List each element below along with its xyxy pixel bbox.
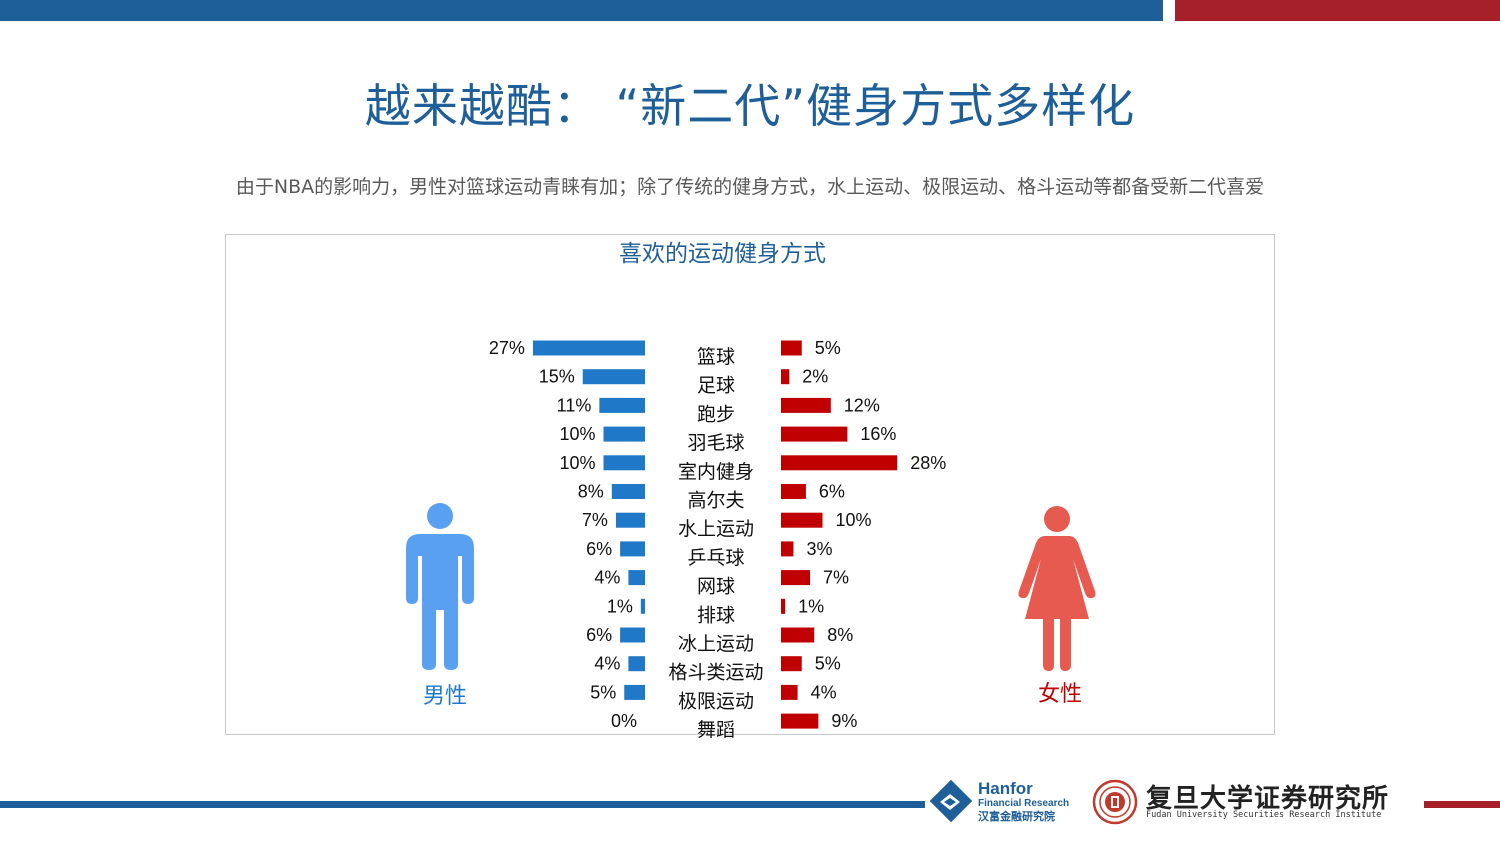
male-bar [611,484,645,499]
female-person-icon [1018,506,1096,671]
male-bar [599,397,645,413]
hanfor-subtitle: Financial Research [978,798,1070,809]
fudan-institute-english-name: Fudan University Securities Research Ins… [1146,810,1382,820]
page-subtitle: 由于NBA的影响力，男性对篮球运动青睐有加；除了传统的健身方式，水上运动、极限运… [235,176,1265,198]
male-person-icon [406,503,474,670]
hanfor-logo-text: Hanfor Financial Research 汉富金融研究院 [978,779,1088,824]
male-value-label: 5% [590,682,616,702]
male-value-label: 6% [586,625,612,645]
chart-frame [225,234,1275,735]
category-label: 室内健身 [678,461,754,483]
category-label: 篮球 [697,346,735,368]
male-value-label: 1% [607,596,633,616]
page-title: 越来越酷： “新二代”健身方式多样化 [364,79,1136,133]
legend-male: 男性 [422,684,467,709]
male-value-label: 15% [539,367,575,387]
female-value-label: 9% [831,711,857,731]
female-bar [781,713,819,729]
female-bar [781,397,831,413]
female-value-label: 12% [844,395,880,415]
female-value-label: 28% [910,453,946,473]
female-bar [781,484,806,499]
male-bar [603,426,645,442]
hanfor-name: Hanfor [978,779,1033,798]
female-value-label: 16% [860,424,896,444]
top-bar-red [1175,0,1500,21]
female-bar [781,598,786,614]
female-value-label: 2% [802,367,828,387]
male-bar [640,598,645,614]
male-value-label: 10% [559,424,595,444]
chart-title: 喜欢的运动健身方式 [619,241,826,267]
category-label: 高尔夫 [687,490,744,512]
male-bar [603,455,645,471]
male-bar [628,656,645,672]
hanfor-logo-icon [930,780,973,823]
male-value-label: 7% [582,510,608,530]
male-value-label: 10% [559,453,595,473]
female-value-label: 10% [836,510,872,530]
bottom-bar-blue [0,801,925,808]
female-bar [781,369,790,385]
fudan-institute-name: 复旦大学证券研究所 [1146,784,1390,814]
male-value-label: 11% [557,395,592,415]
bottom-bar-red [1424,801,1500,808]
female-bar [781,541,794,557]
female-value-label: 8% [827,625,853,645]
female-bar [781,570,811,586]
hanfor-chinese-name: 汉富金融研究院 [978,810,1055,823]
male-value-label: 4% [594,568,620,588]
category-label: 格斗类运动 [668,662,763,684]
female-bar [781,455,898,471]
category-label: 跑步 [697,403,735,425]
female-value-label: 7% [823,568,849,588]
female-value-label: 3% [806,539,832,559]
legend-female: 女性 [1037,682,1082,707]
male-bar [532,340,645,356]
top-bar-blue [0,0,1163,21]
category-label: 舞蹈 [697,719,735,741]
category-label: 网球 [697,576,735,598]
male-value-label: 27% [489,338,525,358]
female-value-label: 6% [819,482,845,502]
male-bar [624,684,645,700]
male-value-label: 4% [594,654,620,674]
male-bar [582,369,645,385]
female-bar [781,656,802,672]
category-label: 冰上运动 [678,633,754,655]
male-bar [615,512,645,528]
category-label: 羽毛球 [687,432,744,454]
female-bar [781,426,848,442]
female-value-label: 5% [815,654,841,674]
category-label: 排球 [697,604,735,626]
male-value-label: 6% [586,539,612,559]
male-value-label: 0% [611,711,637,731]
male-bar [620,627,645,643]
female-bar [781,684,798,700]
category-label: 极限运动 [678,690,754,712]
category-label: 足球 [697,375,735,397]
female-value-label: 1% [798,596,824,616]
female-bar [781,627,815,643]
male-bar [620,541,645,557]
female-value-label: 4% [811,682,837,702]
category-label: 水上运动 [678,518,754,540]
female-bar [781,512,823,528]
male-bar [628,570,645,586]
female-value-label: 5% [815,338,841,358]
male-value-label: 8% [578,482,604,502]
category-label: 乒乓球 [687,547,744,569]
fudan-seal-icon [1092,779,1138,825]
female-bar [781,340,802,356]
